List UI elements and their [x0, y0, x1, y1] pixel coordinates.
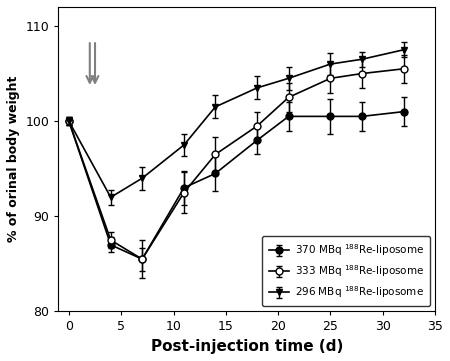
- Legend: 370 MBq $^{188}$Re-liposome, 333 MBq $^{188}$Re-liposome, 296 MBq $^{188}$Re-lip: 370 MBq $^{188}$Re-liposome, 333 MBq $^{…: [262, 236, 430, 306]
- X-axis label: Post-injection time (d): Post-injection time (d): [151, 339, 343, 354]
- Y-axis label: % of orinal body weight: % of orinal body weight: [7, 76, 20, 242]
